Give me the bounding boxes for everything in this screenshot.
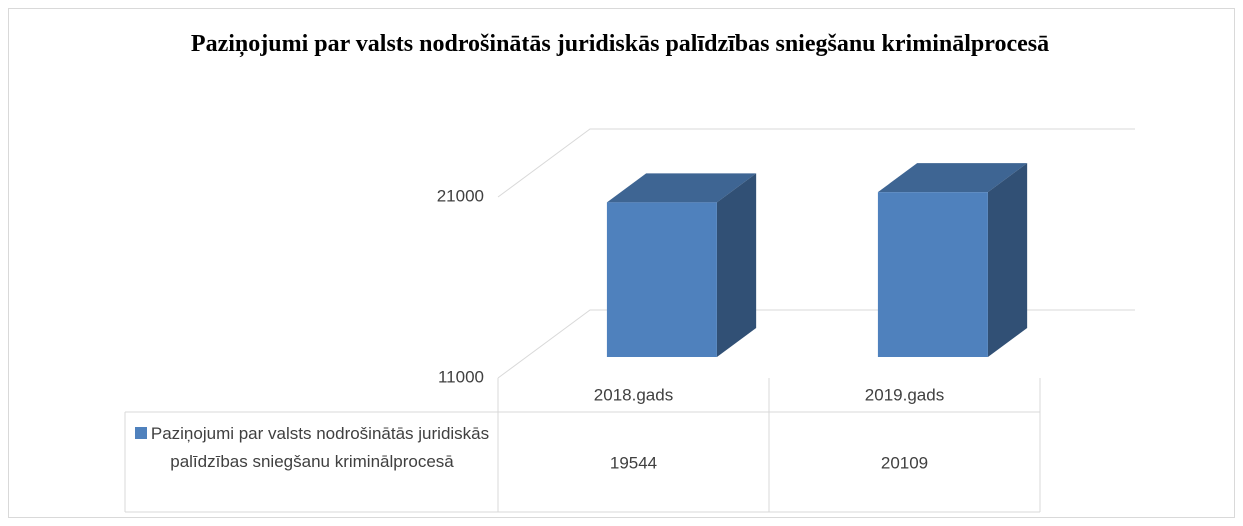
grid-line [497,128,1135,198]
bar [606,202,717,357]
bar-top [606,173,757,203]
legend: Paziņojumi par valsts nodrošinātās jurid… [131,420,493,476]
table-value: 19544 [610,453,657,472]
table-value: 20109 [881,453,928,472]
legend-label: Paziņojumi par valsts nodrošinātās jurid… [150,424,490,471]
chart-title: Paziņojumi par valsts nodrošinātās jurid… [190,31,1050,57]
bar-side [716,173,757,357]
x-tick-label: 2019.gads [865,385,944,404]
chart-border [8,8,1235,518]
bar-side [987,163,1028,357]
bar-top [877,163,1028,193]
bar [877,192,988,357]
y-tick-label: 11000 [438,367,484,386]
legend-key [134,427,147,439]
grid-line [497,309,1135,379]
y-tick-label: 21000 [437,186,484,205]
x-tick-label: 2018.gads [594,385,673,404]
